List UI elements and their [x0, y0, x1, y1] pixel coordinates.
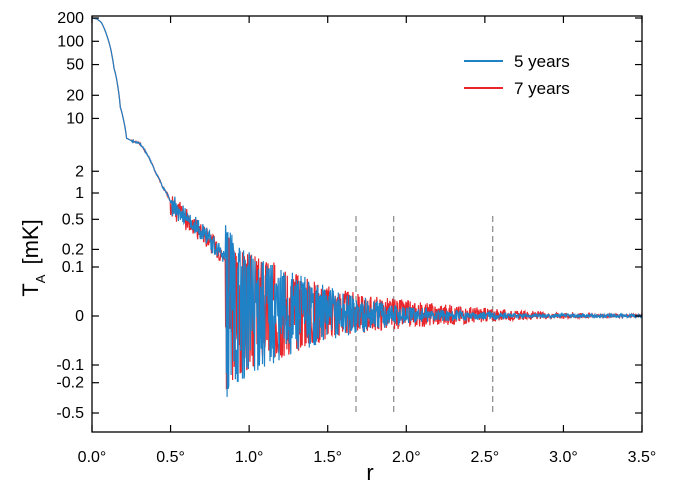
x-tick-label: 2.0° [392, 449, 421, 466]
x-tick-label: 0.5° [156, 449, 185, 466]
y-tick-label: -0.5 [56, 405, 84, 422]
y-tick-label: 2 [75, 163, 84, 180]
y-tick-label: -0.1 [56, 357, 84, 374]
y-axis: 200 100 50 20 10 2 1 0.5 0.20.1 0 -0.1-0.2 -0.5 [56, 10, 642, 422]
y-tick-label: 0.1 [62, 259, 84, 276]
y-tick-label: 20 [66, 87, 84, 104]
x-tick-label: 2.5° [471, 449, 500, 466]
x-axis: 0.0° 0.5° 1.0° 1.5° 2.0° 2.5° 3.0° 3.5° [78, 16, 657, 466]
y-tick-label: 10 [66, 110, 84, 127]
x-tick-label: 3.0° [549, 449, 578, 466]
series-layer [91, 17, 643, 397]
y-axis-title: TA [mK] [18, 219, 48, 296]
legend-label: 5 years [514, 52, 570, 71]
legend: 5 years 7 years [464, 52, 570, 98]
y-tick-label: 100 [57, 33, 84, 50]
y-tick-label: 50 [66, 57, 84, 74]
y-axis-title-subscript: A [33, 274, 48, 283]
x-tick-label: 3.5° [628, 449, 657, 466]
y-tick-label: 0 [75, 308, 84, 325]
y-tick-label: -0.2 [56, 375, 84, 392]
svg-text:TA[mK]: TA [mK] [18, 219, 48, 296]
legend-label: 7 years [514, 79, 570, 98]
plot-frame [91, 15, 643, 433]
y-tick-label: 200 [57, 10, 84, 27]
y-tick-label: 0.2 [62, 241, 84, 258]
y-axis-title-main: T [18, 283, 43, 296]
x-tick-label: 0.0° [78, 449, 107, 466]
y-axis-title-unit: [mK] [18, 219, 43, 264]
x-tick-label: 1.0° [235, 449, 264, 466]
series-line-5-years [91, 17, 643, 397]
reference-lines [355, 216, 494, 414]
x-axis-title: r [366, 460, 373, 485]
y-tick-label: 0.5 [62, 211, 84, 228]
x-tick-label: 1.5° [313, 449, 342, 466]
y-tick-label: 1 [75, 185, 84, 202]
